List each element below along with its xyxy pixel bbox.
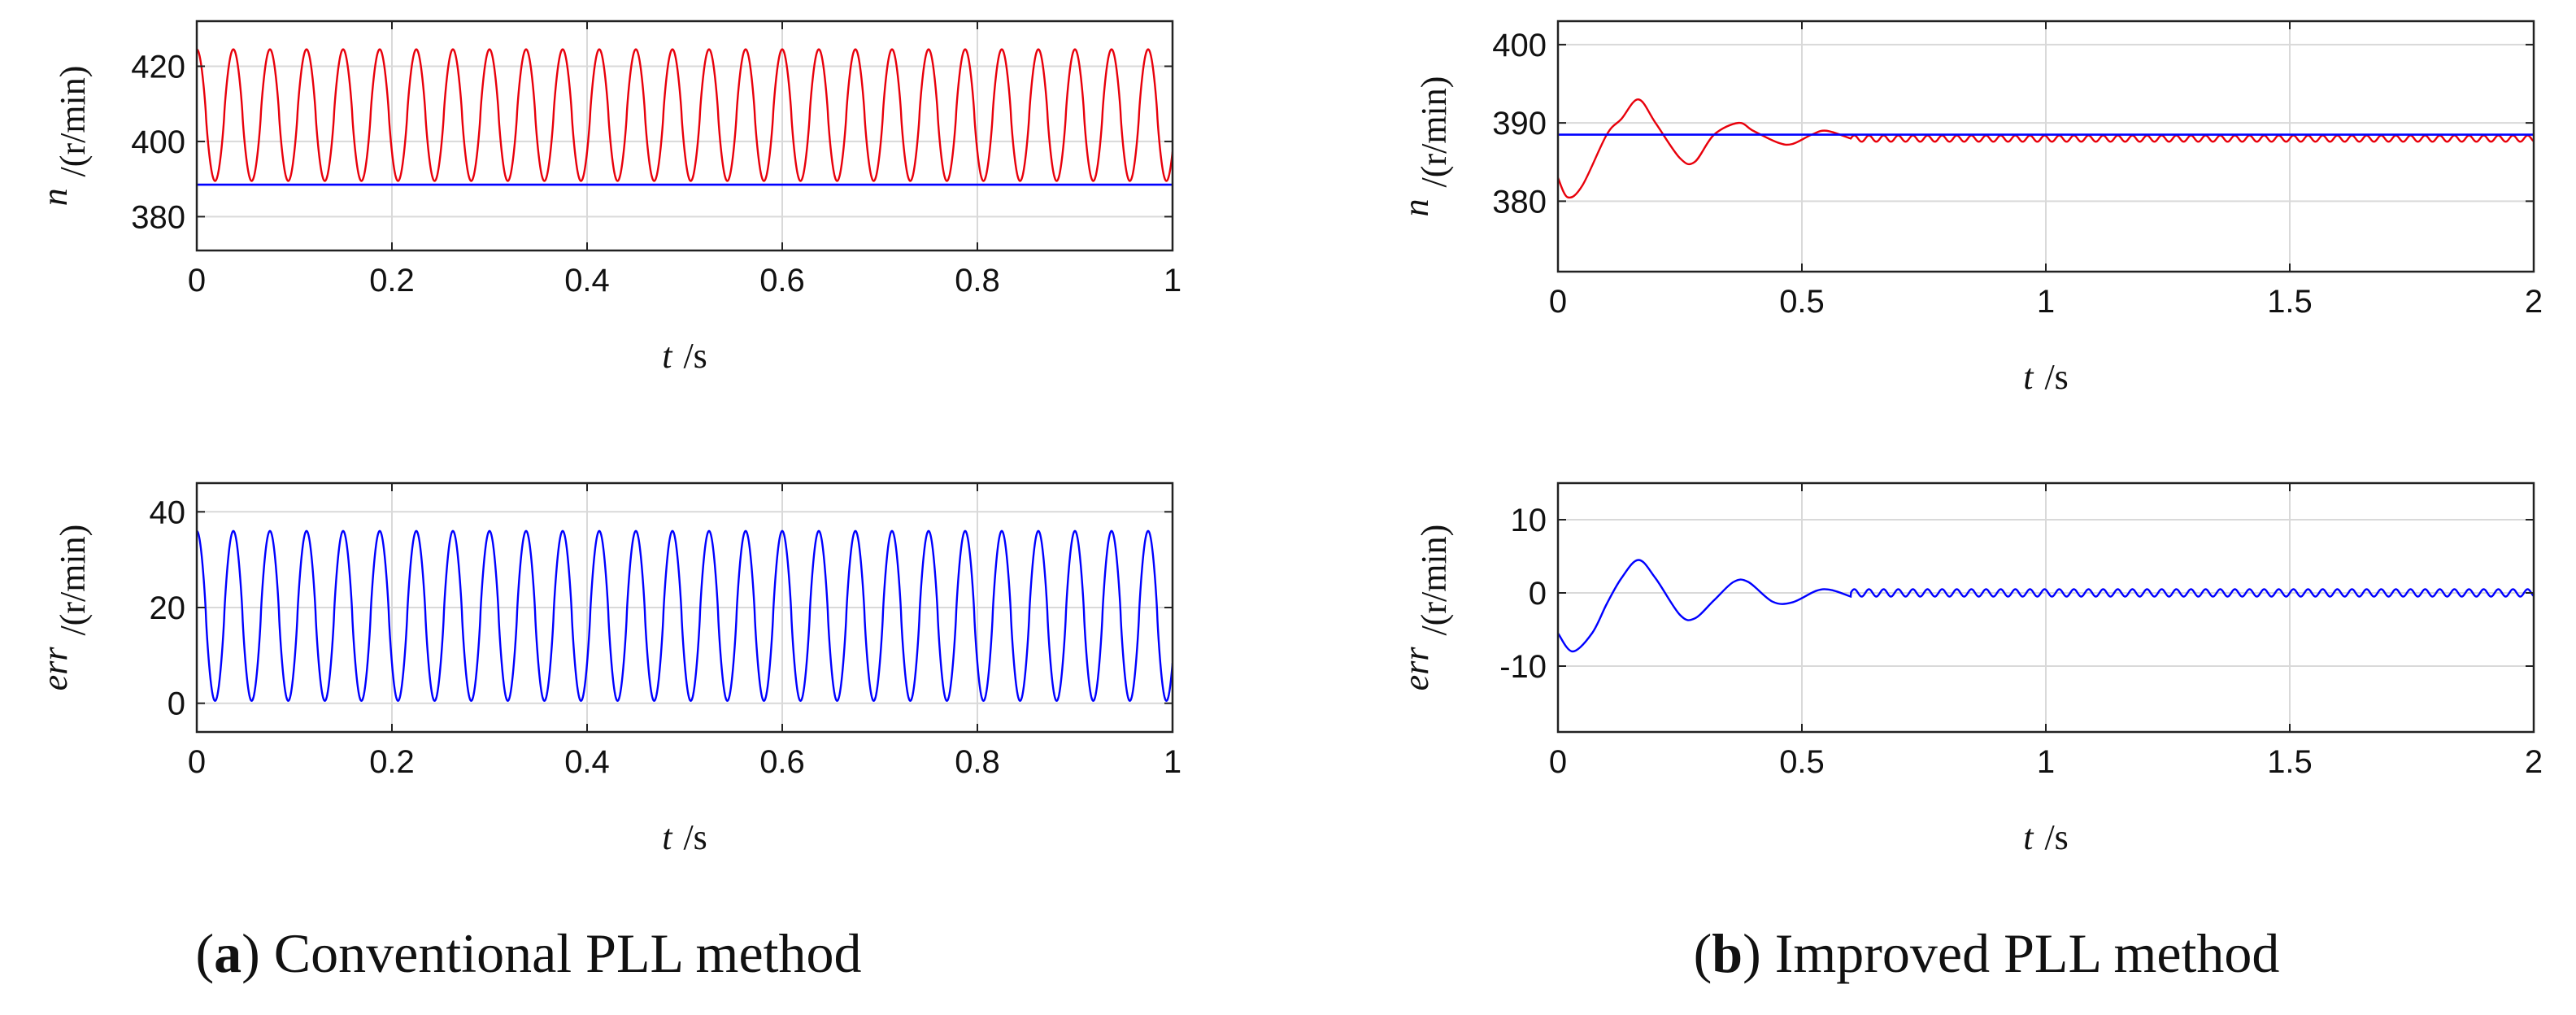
- panel-b-error: 0 0.5 1 1.5 2 -10 0 10 t/s err/(r/min): [1396, 481, 2543, 857]
- x-axis-label: t/s: [2023, 817, 2069, 857]
- plot-frame: [195, 20, 1174, 252]
- series-line: [197, 529, 1173, 703]
- caption-a: (a) Conventional PLL method: [195, 922, 861, 984]
- x-tick-label: 0.5: [1779, 744, 1825, 780]
- x-tick-label: 0.4: [564, 744, 610, 780]
- y-axis-label: err/(r/min): [35, 525, 93, 691]
- y-tick-label: 390: [1492, 106, 1547, 142]
- panel-a-error: 0 0.2 0.4 0.6 0.8 1 0 20 40 t/s err/(r/min): [35, 481, 1181, 857]
- y-axis-label: err/(r/min): [1396, 525, 1454, 691]
- x-tick-label: 1.5: [2267, 284, 2313, 320]
- y-tick-label: 420: [131, 49, 185, 85]
- x-tick-label: 0.2: [369, 744, 415, 780]
- y-tick-label: 0: [1529, 576, 1547, 612]
- x-tick-label: 0.2: [369, 263, 415, 298]
- y-tick-label: 0: [168, 686, 185, 722]
- x-axis-label: t/s: [2023, 357, 2069, 397]
- x-tick-label: 0.8: [955, 263, 1000, 298]
- x-tick-label: 0.8: [955, 744, 1000, 780]
- x-tick-label: 0: [1549, 744, 1567, 780]
- x-axis-label: t/s: [662, 817, 707, 857]
- x-tick-label: 2: [2525, 284, 2543, 320]
- x-tick-label: 0.6: [759, 263, 805, 298]
- series-line: [1558, 559, 2534, 653]
- x-tick-label: 1: [1164, 744, 1181, 780]
- caption-b: (b) Improved PLL method: [1694, 922, 2280, 984]
- x-tick-label: 1.5: [2267, 744, 2313, 780]
- y-tick-label: 40: [150, 494, 186, 530]
- x-tick-label: 2: [2525, 744, 2543, 780]
- panel-a-speed: 0 0.2 0.4 0.6 0.8 1 380 400 420 t/s n/(r/min): [35, 20, 1181, 376]
- x-tick-label: 0: [1549, 284, 1567, 320]
- y-tick-label: -10: [1499, 649, 1547, 685]
- x-tick-label: 0.6: [759, 744, 805, 780]
- y-tick-label: 400: [1492, 28, 1547, 63]
- x-tick-label: 0.5: [1779, 284, 1825, 320]
- y-axis-label: n/(r/min): [1396, 76, 1454, 217]
- y-tick-label: 10: [1511, 503, 1547, 538]
- y-tick-label: 380: [131, 199, 185, 235]
- x-tick-label: 1: [1164, 263, 1181, 298]
- y-axis-label: n/(r/min): [35, 66, 93, 207]
- y-tick-label: 400: [131, 124, 185, 160]
- series-line: [197, 48, 1173, 182]
- y-tick-label: 380: [1492, 184, 1547, 220]
- x-tick-label: 1: [2037, 284, 2055, 320]
- x-axis-label: t/s: [662, 336, 707, 376]
- x-tick-label: 0: [188, 263, 206, 298]
- x-tick-label: 0: [188, 744, 206, 780]
- x-tick-label: 1: [2037, 744, 2055, 780]
- panel-b-speed: 0 0.5 1 1.5 2 380 390 400 t/s n/(r/min): [1396, 20, 2543, 397]
- y-tick-label: 20: [150, 590, 186, 626]
- x-tick-label: 0.4: [564, 263, 610, 298]
